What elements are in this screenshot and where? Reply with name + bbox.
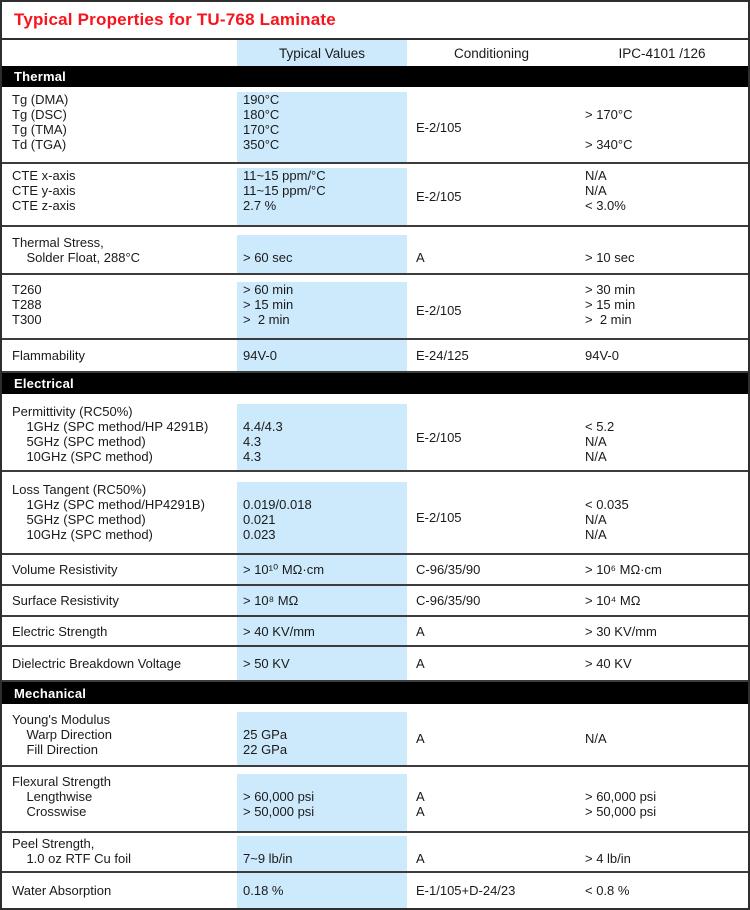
header-typical-values: Typical Values [237, 40, 407, 66]
row-thermal-stress: Thermal Stress, Solder Float, 288°C > 60… [2, 227, 748, 275]
property-lines: Thermal Stress, Solder Float, 288°C [12, 235, 141, 265]
ipc-lines: < 5.2 N/A N/A [585, 419, 615, 464]
section-bar-mechanical: Mechanical [2, 682, 748, 704]
ipc-lines: > 30 min > 15 min > 2 min [585, 282, 636, 327]
property-lines: Young's Modulus Warp Direction Fill Dire… [12, 712, 112, 757]
title-row: Typical Properties for TU-768 Laminate [2, 2, 748, 40]
ipc-lines: > 10 sec [585, 250, 635, 265]
row-volume-resistivity: Volume Resistivity > 10¹⁰ MΩ·cm C-96/35/… [2, 555, 748, 586]
row-flammability: Flammability 94V-0 E-24/125 94V-0 [2, 340, 748, 373]
ipc-lines: > 60,000 psi > 50,000 psi [585, 789, 657, 819]
ipc-lines: < 0.035 N/A N/A [585, 497, 629, 542]
conditioning-cell: E-2/105 [416, 510, 462, 525]
property-lines: Permittivity (RC50%) 1GHz (SPC method/HP… [12, 404, 209, 464]
property-lines: Tg (DMA) Tg (DSC) Tg (TMA) Td (TGA) [12, 92, 69, 152]
typical-value-lines: > 60 min > 15 min > 2 min [237, 282, 407, 338]
ipc-value: > 30 KV/mm [585, 623, 657, 639]
conditioning-value: A [416, 623, 425, 639]
ipc-value: 94V-0 [585, 348, 619, 363]
conditioning-cell: E-2/105 [416, 189, 462, 204]
typical-value: > 50 KV [243, 656, 290, 671]
property-lines: Flexural Strength Lengthwise Crosswise [12, 774, 111, 819]
property-label: Dielectric Breakdown Voltage [12, 656, 182, 671]
conditioning-value: E-24/125 [416, 348, 469, 363]
typical-value-lines: > 60,000 psi > 50,000 psi [237, 774, 407, 831]
row-flexural-strength: Flexural Strength Lengthwise Crosswise >… [2, 767, 748, 833]
row-loss-tangent: Loss Tangent (RC50%) 1GHz (SPC method/HP… [2, 472, 748, 555]
property-label: Electric Strength [12, 623, 108, 639]
typical-value-lines: > 60 sec [237, 235, 407, 273]
header-property-spacer [2, 40, 237, 66]
section-bar-thermal: Thermal [2, 66, 748, 87]
ipc-value: > 10⁶ MΩ·cm [585, 562, 662, 577]
row-surface-resistivity: Surface Resistivity > 10⁸ MΩ C-96/35/90 … [2, 586, 748, 617]
row-youngs-modulus: Young's Modulus Warp Direction Fill Dire… [2, 704, 748, 767]
row-peel-strength: Peel Strength, 1.0 oz RTF Cu foil 7~9 lb… [2, 833, 748, 873]
ipc-value: > 10⁴ MΩ [585, 593, 641, 608]
property-label: Water Absorption [12, 883, 112, 898]
conditioning-value: C-96/35/90 [416, 593, 481, 608]
row-permittivity: Permittivity (RC50%) 1GHz (SPC method/HP… [2, 394, 748, 472]
row-glass-transition: Tg (DMA) Tg (DSC) Tg (TMA) Td (TGA) 190°C 18… [2, 87, 748, 164]
ipc-cell: N/A [585, 731, 607, 746]
row-decomposition-times: T260 T288 T300 > 60 min > 15 min > 2 min E-2… [2, 275, 748, 340]
ipc-lines: > 170°C > 340°C [585, 107, 633, 152]
property-lines: Loss Tangent (RC50%) 1GHz (SPC method/HP… [12, 482, 205, 542]
conditioning-value: A [416, 656, 425, 671]
property-label: Flammability [12, 348, 85, 363]
typical-value: 94V-0 [243, 348, 277, 363]
typical-value: 0.18 % [243, 883, 284, 898]
ipc-value: < 0.8 % [585, 883, 630, 898]
page-title: Typical Properties for TU-768 Laminate [14, 10, 336, 29]
typical-value: > 10¹⁰ MΩ·cm [243, 561, 325, 577]
property-label: Volume Resistivity [12, 562, 118, 577]
conditioning-cell: E-2/105 [416, 119, 462, 135]
conditioning-value: C-96/35/90 [416, 562, 481, 577]
row-electric-strength: Electric Strength > 40 KV/mm A > 30 KV/m… [2, 617, 748, 647]
typical-value-lines: 0.019/0.018 0.021 0.023 [237, 482, 407, 553]
row-dielectric-breakdown: Dielectric Breakdown Voltage > 50 KV A >… [2, 647, 748, 682]
property-label: Surface Resistivity [12, 593, 119, 608]
conditioning-lines: A [416, 250, 425, 265]
property-lines: CTE x-axis CTE y-axis CTE z-axis [12, 168, 76, 213]
conditioning-cell: E-2/105 [416, 302, 462, 318]
typical-value-lines: 11~15 ppm/°C 11~15 ppm/°C 2.7 % [237, 168, 407, 225]
conditioning-value: E-1/105+D-24/23 [416, 883, 516, 898]
column-header-row: Typical Values Conditioning IPC-4101 /12… [2, 40, 748, 66]
ipc-lines: N/A N/A < 3.0% [585, 168, 626, 213]
ipc-value: > 40 KV [585, 656, 632, 671]
typical-value-lines: 190°C 180°C 170°C 350°C [237, 92, 407, 162]
conditioning-lines: A [416, 851, 425, 866]
row-cte: CTE x-axis CTE y-axis CTE z-axis 11~15 ppm… [2, 164, 748, 227]
property-lines: Peel Strength, 1.0 oz RTF Cu foil [12, 836, 131, 866]
typical-value: > 10⁸ MΩ [243, 593, 299, 608]
property-lines: T260 T288 T300 [12, 282, 42, 327]
section-bar-electrical: Electrical [2, 373, 748, 394]
typical-value-lines: 7~9 lb/in [237, 836, 407, 871]
row-water-absorption: Water Absorption 0.18 % E-1/105+D-24/23 … [2, 873, 748, 908]
typical-value-lines: 4.4/4.3 4.3 4.3 [237, 404, 407, 470]
conditioning-cell: A [416, 731, 425, 746]
typical-value-lines: 25 GPa 22 GPa [237, 712, 407, 765]
typical-value: > 40 KV/mm [243, 623, 315, 639]
header-ipc-4101: IPC-4101 /126 [618, 45, 706, 61]
conditioning-cell: E-2/105 [416, 429, 462, 445]
header-conditioning: Conditioning [453, 45, 530, 61]
ipc-lines: > 4 lb/in [585, 851, 631, 866]
